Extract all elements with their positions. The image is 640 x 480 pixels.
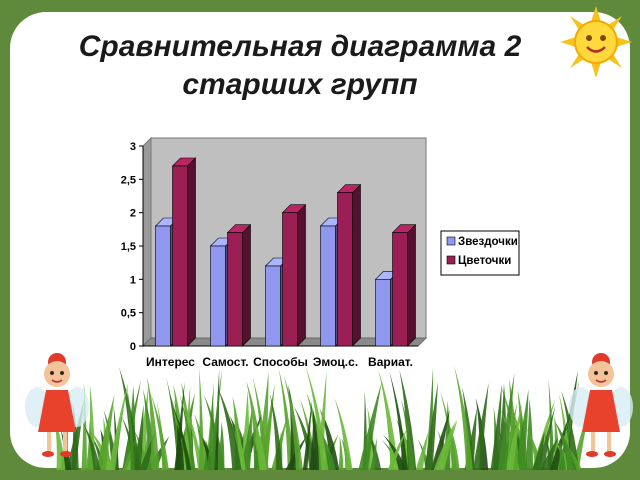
bars xyxy=(154,157,417,347)
plot-side-wall xyxy=(142,136,152,348)
y-tick-label: 0,5 xyxy=(121,308,136,320)
y-axis: 0 0,5 1 1,5 2 2,5 3 xyxy=(121,141,144,353)
x-tick-label: Способы xyxy=(253,355,308,369)
y-tick-label: 1 xyxy=(130,274,136,286)
chart-legend: Звездочки Цветочки xyxy=(440,230,520,276)
sun-icon xyxy=(560,6,632,78)
x-axis: Интерес Самост. Способы Эмоц.с. Вариат. xyxy=(143,345,418,369)
slide-title: Сравнительная диаграмма 2 старших групп xyxy=(78,30,522,101)
fairy-left xyxy=(25,353,89,457)
bar xyxy=(336,183,362,347)
x-tick-label: Самост. xyxy=(202,355,248,369)
legend-swatch xyxy=(446,255,456,265)
y-tick-label: 2,5 xyxy=(121,174,136,186)
x-tick-label: Вариат. xyxy=(368,355,413,369)
legend-swatch xyxy=(446,236,456,246)
y-tick-label: 1,5 xyxy=(121,241,136,253)
bar xyxy=(171,157,197,347)
fairy-right xyxy=(569,353,633,457)
bar xyxy=(281,203,307,347)
legend-label: Цветочки xyxy=(458,255,511,267)
x-tick-label: Интерес xyxy=(146,355,195,369)
y-tick-label: 3 xyxy=(130,141,136,153)
y-tick-label: 2 xyxy=(130,208,136,220)
x-tick-label: Эмоц.с. xyxy=(313,355,358,369)
bar xyxy=(391,223,417,347)
legend-label: Звездочки xyxy=(458,236,518,248)
y-tick-label: 0 xyxy=(130,341,136,353)
bar xyxy=(226,223,252,347)
